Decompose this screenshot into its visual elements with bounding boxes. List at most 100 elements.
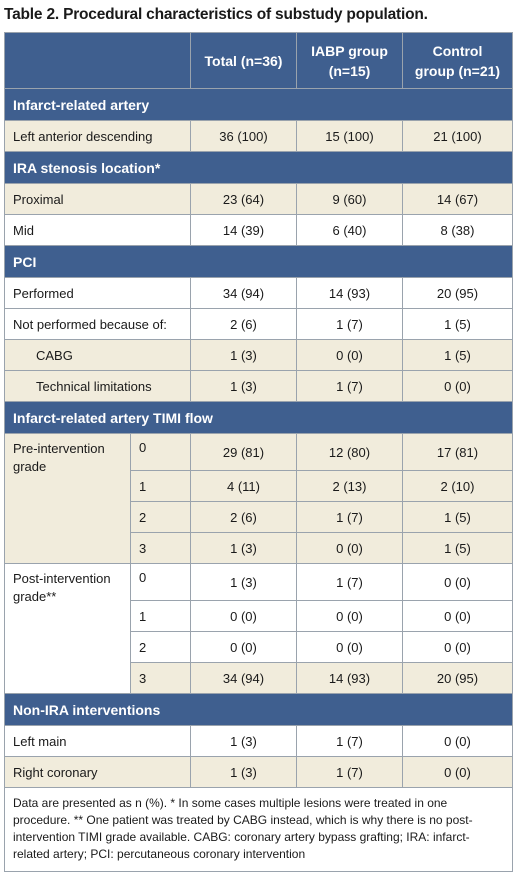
cell-total: 36 (100) — [190, 120, 297, 152]
footnote: Data are presented as n (%). * In some c… — [4, 787, 513, 872]
table-row: Post-intervention grade** 0 1 (3) 1 (7) … — [4, 563, 513, 694]
cell-iabp: 1 (7) — [296, 563, 403, 601]
row-label: Right coronary — [4, 756, 191, 788]
cell-iabp: 0 (0) — [296, 631, 403, 663]
section-non-ira: Non-IRA interventions — [4, 693, 513, 726]
grade-cell: 0 — [130, 563, 191, 601]
cell-total: 29 (81) — [190, 433, 297, 471]
cell-total: 0 (0) — [190, 631, 297, 663]
post-intervention-label: Post-intervention grade** — [4, 563, 131, 694]
cell-iabp: 0 (0) — [296, 339, 403, 371]
table-row: Technical limitations 1 (3) 1 (7) 0 (0) — [4, 370, 513, 402]
table-row: Performed 34 (94) 14 (93) 20 (95) — [4, 277, 513, 309]
row-label: Technical limitations — [4, 370, 191, 402]
cell-iabp: 9 (60) — [296, 183, 403, 215]
cell-iabp: 14 (93) — [296, 277, 403, 309]
cell-control: 2 (10) — [402, 470, 513, 502]
cell-control: 1 (5) — [402, 308, 513, 340]
section-pci: PCI — [4, 245, 513, 278]
section-row: PCI — [4, 245, 513, 278]
table-row: Right coronary 1 (3) 1 (7) 0 (0) — [4, 756, 513, 788]
pre-intervention-label: Pre-intervention grade — [4, 433, 131, 564]
cell-iabp: 6 (40) — [296, 214, 403, 246]
header-control: Control group (n=21) — [402, 32, 513, 89]
section-row: Infarct-related artery — [4, 88, 513, 121]
row-label: Left main — [4, 725, 191, 757]
cell-iabp: 1 (7) — [296, 370, 403, 402]
cell-control: 0 (0) — [402, 370, 513, 402]
header-empty-cell — [4, 32, 191, 89]
cell-iabp: 1 (7) — [296, 308, 403, 340]
grade-cell: 2 — [130, 631, 191, 663]
row-label: Performed — [4, 277, 191, 309]
header-iabp: IABP group (n=15) — [296, 32, 403, 89]
row-label: Mid — [4, 214, 191, 246]
footnote-row: Data are presented as n (%). * In some c… — [4, 787, 513, 872]
cell-iabp: 1 (7) — [296, 725, 403, 757]
cell-total: 1 (3) — [190, 725, 297, 757]
cell-total: 1 (3) — [190, 370, 297, 402]
grade-cell: 3 — [130, 532, 191, 564]
table-row: Left anterior descending 36 (100) 15 (10… — [4, 120, 513, 152]
row-label: Proximal — [4, 183, 191, 215]
section-row: IRA stenosis location* — [4, 151, 513, 184]
grade-cell: 0 — [130, 433, 191, 471]
grade-cell: 2 — [130, 501, 191, 533]
section-infarct-related-artery: Infarct-related artery — [4, 88, 513, 121]
cell-control: 21 (100) — [402, 120, 513, 152]
cell-control: 1 (5) — [402, 532, 513, 564]
cell-control: 1 (5) — [402, 501, 513, 533]
cell-total: 23 (64) — [190, 183, 297, 215]
grade-cell: 3 — [130, 662, 191, 694]
cell-total: 1 (3) — [190, 756, 297, 788]
cell-total: 1 (3) — [190, 339, 297, 371]
cell-total: 14 (39) — [190, 214, 297, 246]
section-ira-stenosis: IRA stenosis location* — [4, 151, 513, 184]
header-row: Total (n=36) IABP group (n=15) Control g… — [4, 32, 513, 89]
row-label: Not performed because of: — [4, 308, 191, 340]
cell-iabp: 15 (100) — [296, 120, 403, 152]
cell-control: 20 (95) — [402, 277, 513, 309]
cell-control: 0 (0) — [402, 725, 513, 757]
cell-control: 17 (81) — [402, 433, 513, 471]
table-row: 2 0 (0) 0 (0) 0 (0) — [5, 631, 513, 663]
cell-total: 34 (94) — [190, 662, 297, 694]
table-row: Left main 1 (3) 1 (7) 0 (0) — [4, 725, 513, 757]
cell-control: 14 (67) — [402, 183, 513, 215]
table-row: 3 1 (3) 0 (0) 1 (5) — [5, 532, 513, 564]
cell-control: 20 (95) — [402, 662, 513, 694]
row-label: CABG — [4, 339, 191, 371]
table-row: 3 34 (94) 14 (93) 20 (95) — [5, 662, 513, 694]
cell-iabp: 12 (80) — [296, 433, 403, 471]
table-title: Table 2. Procedural characteristics of s… — [4, 6, 428, 23]
table-row: CABG 1 (3) 0 (0) 1 (5) — [4, 339, 513, 371]
table-row: 1 0 (0) 0 (0) 0 (0) — [5, 600, 513, 632]
table-row: Pre-intervention grade 0 29 (81) 12 (80)… — [4, 433, 513, 564]
header-total: Total (n=36) — [190, 32, 297, 89]
cell-iabp: 2 (13) — [296, 470, 403, 502]
grade-cell: 1 — [130, 470, 191, 502]
section-timi-flow: Infarct-related artery TIMI flow — [4, 401, 513, 434]
cell-total: 34 (94) — [190, 277, 297, 309]
table-row: 1 4 (11) 2 (13) 2 (10) — [5, 470, 513, 502]
cell-total: 1 (3) — [190, 563, 297, 601]
section-row: Infarct-related artery TIMI flow — [4, 401, 513, 434]
table-row: Not performed because of: 2 (6) 1 (7) 1 … — [4, 308, 513, 340]
cell-iabp: 14 (93) — [296, 662, 403, 694]
cell-control: 8 (38) — [402, 214, 513, 246]
cell-control: 0 (0) — [402, 756, 513, 788]
cell-iabp: 1 (7) — [296, 501, 403, 533]
section-row: Non-IRA interventions — [4, 693, 513, 726]
cell-total: 2 (6) — [190, 501, 297, 533]
cell-total: 1 (3) — [190, 532, 297, 564]
cell-control: 0 (0) — [402, 631, 513, 663]
table-row: Proximal 23 (64) 9 (60) 14 (67) — [4, 183, 513, 215]
cell-control: 1 (5) — [402, 339, 513, 371]
cell-iabp: 1 (7) — [296, 756, 403, 788]
cell-total: 0 (0) — [190, 600, 297, 632]
table-row: Mid 14 (39) 6 (40) 8 (38) — [4, 214, 513, 246]
cell-iabp: 0 (0) — [296, 532, 403, 564]
cell-total: 2 (6) — [190, 308, 297, 340]
procedural-characteristics-table: Total (n=36) IABP group (n=15) Control g… — [4, 32, 513, 872]
grade-cell: 1 — [130, 600, 191, 632]
